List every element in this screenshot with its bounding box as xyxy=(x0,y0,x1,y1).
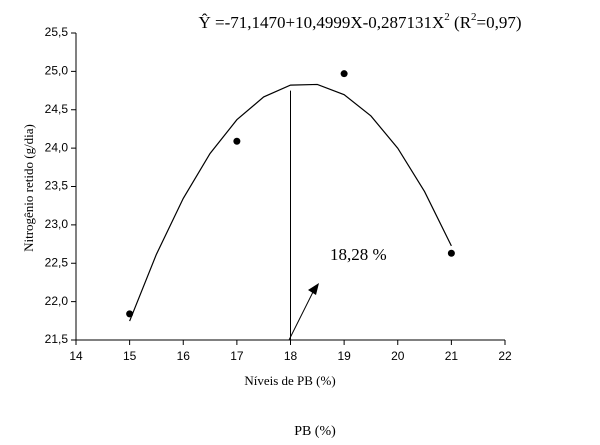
arrow-shaft xyxy=(288,289,315,341)
x-tick-label: 17 xyxy=(230,349,244,363)
x-tick-label: 21 xyxy=(445,349,459,363)
data-point xyxy=(447,249,455,257)
equation-sup: 2 xyxy=(444,11,450,23)
equation: Ŷ =-71,1470+10,4999X-0,287131X2 (R2=0,97… xyxy=(198,11,521,32)
y-axis-label: Nitrogênio retido (g/dia) xyxy=(21,124,36,252)
y-tick-label: 23,0 xyxy=(45,217,69,231)
y-tick-label: 22,5 xyxy=(45,255,69,269)
equation-part: Ŷ =-71,1470+10,4999X-0,287131X xyxy=(198,13,444,32)
data-point xyxy=(340,70,348,78)
x-tick-label: 20 xyxy=(391,349,405,363)
y-tick-label: 21,5 xyxy=(45,332,69,346)
y-tick-label: 25,5 xyxy=(45,25,69,39)
equation-part: (R xyxy=(450,13,472,32)
y-tick-label: 24,5 xyxy=(45,102,69,116)
caption: PB (%) xyxy=(294,424,336,439)
fit-curve xyxy=(129,83,452,322)
x-tick-label: 22 xyxy=(498,349,512,363)
data-point xyxy=(233,137,241,145)
x-tick-label: 16 xyxy=(177,349,191,363)
equation-sup: 2 xyxy=(471,11,477,23)
equation-part: =0,97) xyxy=(477,13,522,32)
x-tick-label: 18 xyxy=(284,349,298,363)
y-tick-label: 24,0 xyxy=(45,140,69,154)
y-tick-label: 22,0 xyxy=(45,294,69,308)
x-tick-label: 15 xyxy=(123,349,137,363)
x-tick-label: 19 xyxy=(337,349,351,363)
arrow-head xyxy=(308,283,319,295)
x-axis-label: Níveis de PB (%) xyxy=(244,373,335,388)
data-point xyxy=(126,310,134,318)
y-tick-label: 25,0 xyxy=(45,64,69,78)
y-tick-label: 23,5 xyxy=(45,179,69,193)
x-tick-label: 14 xyxy=(69,349,83,363)
annotation: 18,28 % xyxy=(330,245,387,264)
